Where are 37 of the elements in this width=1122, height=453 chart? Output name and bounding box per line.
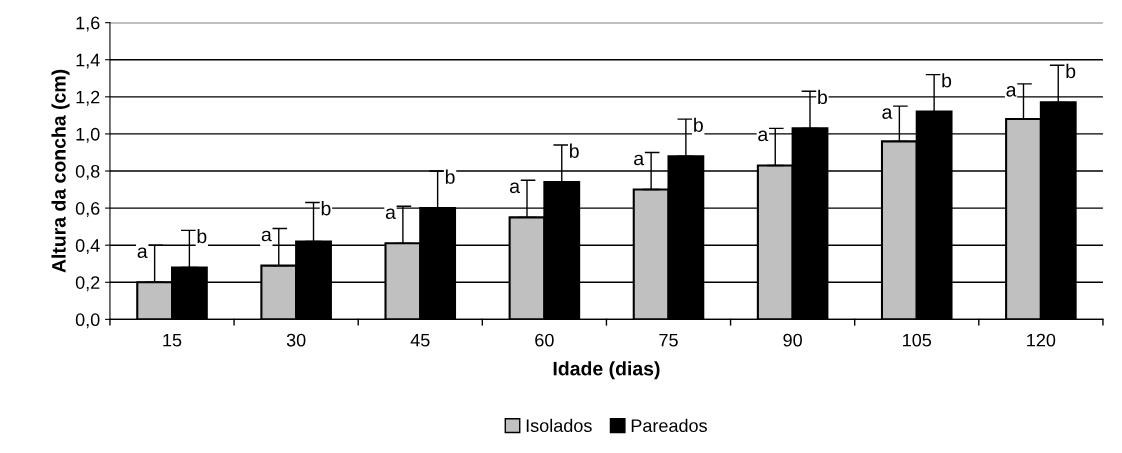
- x-tick-label: 30: [286, 333, 306, 347]
- data-label: a: [510, 182, 520, 194]
- data-label: b: [818, 89, 827, 105]
- x-axis-title: Idade (dias): [553, 361, 660, 380]
- data-label: b: [570, 143, 579, 158]
- data-label: a: [634, 154, 645, 166]
- data-label: a: [137, 247, 148, 259]
- data-label: b: [321, 201, 331, 216]
- y-tick-label: 1,0: [76, 127, 100, 143]
- data-label: a: [882, 108, 893, 119]
- y-tick-label: 1,4: [76, 53, 100, 69]
- data-label: a: [758, 130, 769, 142]
- x-tick-label: 75: [659, 333, 678, 347]
- x-tick-label: 60: [535, 333, 554, 347]
- y-tick-label: 0,4: [75, 239, 100, 255]
- data-label: a: [1006, 86, 1017, 97]
- x-tick-label: 105: [903, 333, 932, 347]
- data-label: a: [385, 208, 396, 220]
- y-tick-label: 0,6: [75, 202, 100, 217]
- data-label: b: [445, 169, 455, 184]
- y-tick-label: 0,2: [75, 276, 100, 292]
- legend-label: Pareados: [631, 418, 707, 433]
- data-label: a: [261, 230, 272, 242]
- x-tick-label: 45: [410, 333, 430, 347]
- x-tick-label: 120: [1027, 333, 1056, 347]
- y-tick-label: 1,6: [76, 16, 100, 32]
- legend-label: Isolados: [526, 418, 592, 433]
- y-tick-label: 0,8: [75, 164, 100, 180]
- data-label: b: [942, 73, 952, 88]
- x-tick-label: 90: [783, 333, 802, 347]
- y-axis-title: Altura da concha (cm): [51, 69, 70, 273]
- y-tick-label: 0,0: [75, 313, 100, 329]
- y-tick-label: 1,2: [76, 90, 100, 106]
- data-label: b: [1066, 63, 1076, 79]
- x-tick-label: 15: [163, 333, 182, 347]
- data-label: b: [197, 228, 207, 244]
- data-label: b: [694, 117, 703, 132]
